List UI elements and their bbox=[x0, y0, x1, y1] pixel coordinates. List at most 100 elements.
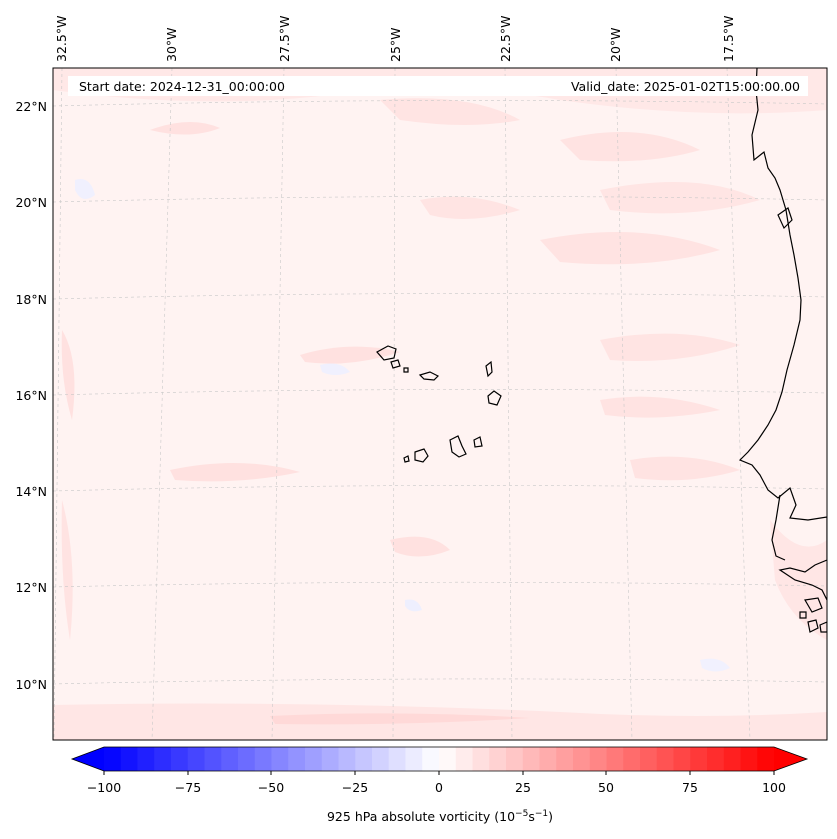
meridian-25w bbox=[392, 68, 396, 740]
vorticity-field bbox=[53, 68, 827, 740]
lon-label: 27.5°W bbox=[277, 16, 292, 62]
latitude-labels: 22°N 20°N 18°N 16°N 14°N 12°N 10°N bbox=[15, 99, 47, 692]
colorbar-label: 925 hPa absolute vorticity (10−5s−1) bbox=[327, 809, 553, 824]
lon-label: 20°W bbox=[608, 27, 623, 62]
lat-label: 12°N bbox=[15, 580, 47, 595]
island-sal bbox=[485, 360, 493, 378]
colorbar-cell bbox=[573, 747, 591, 771]
colorbar-tick-label: −50 bbox=[258, 780, 284, 795]
colorbar-cell bbox=[187, 747, 205, 771]
colorbar-max-extend bbox=[774, 747, 807, 771]
colorbar-cell bbox=[104, 747, 122, 771]
colorbar-cell bbox=[120, 747, 138, 771]
colorbar-cell bbox=[254, 747, 272, 771]
colorbar-label-suffix: ) bbox=[548, 809, 553, 824]
gridlines bbox=[53, 68, 827, 740]
bijagos-island-1 bbox=[807, 619, 819, 633]
colorbar-cell bbox=[589, 747, 607, 771]
lat-label: 18°N bbox=[15, 292, 47, 307]
colorbar-cell bbox=[640, 747, 658, 771]
colorbar-cell bbox=[522, 747, 540, 771]
colorbar-cell bbox=[405, 747, 423, 771]
parallel-18n bbox=[53, 293, 827, 300]
colorbar-cell bbox=[690, 747, 708, 771]
colorbar-cell bbox=[372, 747, 390, 771]
meridian-20w bbox=[615, 68, 633, 740]
colorbar-cell bbox=[388, 747, 406, 771]
colorbar-cell bbox=[740, 747, 758, 771]
colorbar-cell bbox=[271, 747, 289, 771]
parallel-14n bbox=[53, 485, 827, 492]
colorbar-cell bbox=[489, 747, 507, 771]
colorbar-cell bbox=[506, 747, 524, 771]
lon-label: 32.5°W bbox=[54, 16, 69, 62]
island-sao-nicolau bbox=[418, 371, 440, 381]
colorbar-tick-label: 0 bbox=[435, 780, 443, 795]
meridian-32-5w bbox=[53, 68, 63, 740]
colorbar-cell bbox=[221, 747, 239, 771]
colorbar-cell bbox=[656, 747, 674, 771]
colorbar-cell bbox=[338, 747, 356, 771]
colorbar-cell bbox=[288, 747, 306, 771]
african-coastline bbox=[738, 68, 827, 601]
colorbar-cell bbox=[707, 747, 725, 771]
parallel-10n bbox=[53, 678, 827, 685]
lon-label: 22.5°W bbox=[498, 16, 513, 62]
map-frame bbox=[52, 67, 828, 741]
lon-label: 30°W bbox=[164, 27, 179, 62]
colorbar-tick-label: 50 bbox=[598, 780, 614, 795]
bijagos-island-3 bbox=[799, 611, 807, 619]
coastal-inlet bbox=[771, 494, 786, 561]
bijagos-island-2 bbox=[819, 621, 827, 633]
valid-date-label: Valid_date: 2025-01-02T15:00:00.00 bbox=[571, 79, 800, 94]
colorbar-cell bbox=[606, 747, 624, 771]
colorbar-cell bbox=[539, 747, 557, 771]
island-maio bbox=[473, 436, 483, 448]
parallel-12n bbox=[53, 581, 827, 588]
meridian-22-5w bbox=[504, 68, 513, 740]
lat-label: 14°N bbox=[15, 484, 47, 499]
parallel-22n bbox=[53, 100, 827, 107]
parallel-20n bbox=[53, 196, 827, 203]
colorbar-ticks bbox=[103, 771, 775, 775]
colorbar-tick-label: −75 bbox=[175, 780, 201, 795]
cape-verde-islands bbox=[376, 345, 502, 463]
island-fogo bbox=[414, 448, 429, 463]
colorbar-cell bbox=[472, 747, 490, 771]
colorbar-cells bbox=[104, 747, 775, 771]
colorbar-cell bbox=[154, 747, 172, 771]
coastal-island-north bbox=[777, 207, 793, 230]
map-background bbox=[53, 68, 827, 740]
colorbar-cell bbox=[439, 747, 457, 771]
colorbar-cell bbox=[137, 747, 155, 771]
colorbar-label-exp1: −5 bbox=[515, 809, 528, 819]
meridian-27-5w bbox=[271, 68, 285, 740]
colorbar-cell bbox=[238, 747, 256, 771]
island-santiago bbox=[449, 435, 467, 458]
colorbar-cell bbox=[422, 747, 440, 771]
lon-label: 17.5°W bbox=[721, 16, 736, 62]
colorbar: −100 −75 −50 −25 0 25 50 75 100 925 hPa … bbox=[70, 746, 809, 824]
island-brava bbox=[403, 455, 410, 463]
colorbar-tick-label: −25 bbox=[342, 780, 368, 795]
start-date-label: Start date: 2024-12-31_00:00:00 bbox=[79, 79, 285, 94]
colorbar-min-extend bbox=[72, 747, 104, 771]
coastlines bbox=[738, 68, 827, 633]
coastal-island-south bbox=[804, 597, 823, 613]
colorbar-cell bbox=[723, 747, 741, 771]
colorbar-cell bbox=[355, 747, 373, 771]
colorbar-cell bbox=[623, 747, 641, 771]
colorbar-label-prefix: 925 hPa absolute vorticity (10 bbox=[327, 809, 515, 824]
colorbar-cell bbox=[171, 747, 189, 771]
colorbar-tick-label: −100 bbox=[87, 780, 121, 795]
lat-label: 10°N bbox=[15, 677, 47, 692]
colorbar-cell bbox=[321, 747, 339, 771]
colorbar-cell bbox=[305, 747, 323, 771]
colorbar-label-mid: s bbox=[528, 809, 535, 824]
colorbar-tick-label: 100 bbox=[762, 780, 786, 795]
lat-label: 22°N bbox=[15, 99, 47, 114]
colorbar-cell bbox=[757, 747, 775, 771]
island-santo-antao bbox=[376, 345, 397, 361]
lat-label: 20°N bbox=[15, 195, 47, 210]
